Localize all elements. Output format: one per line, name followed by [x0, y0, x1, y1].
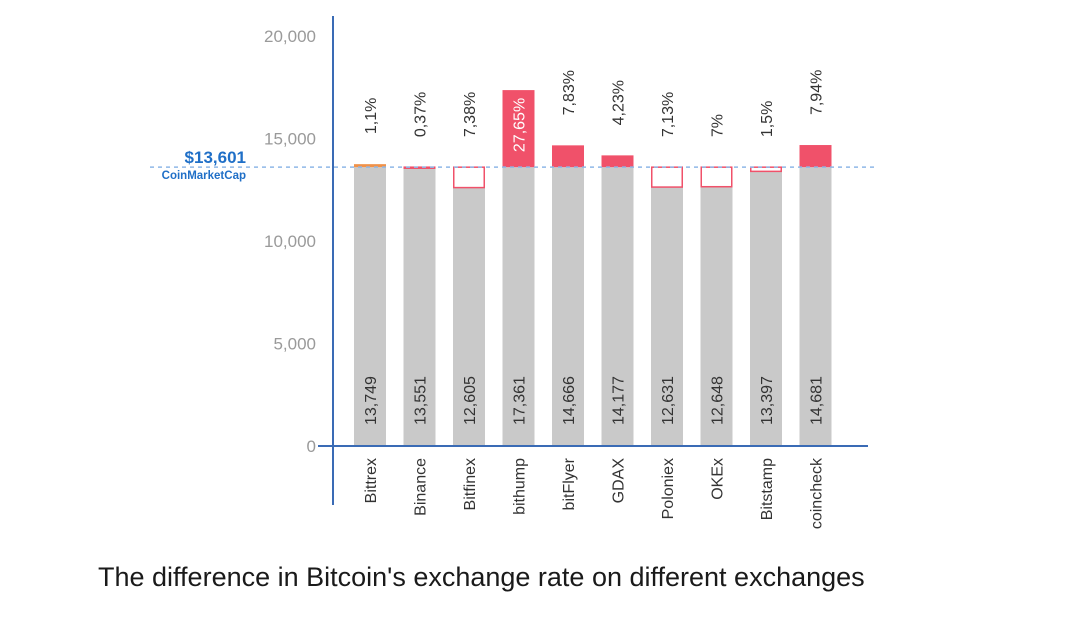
reference-source-label: CoinMarketCap: [162, 170, 246, 182]
category-label: GDAX: [611, 458, 628, 504]
category-label: Poloniex: [660, 458, 677, 519]
bar-value-label: 13,551: [413, 376, 430, 425]
y-axis-ticks: 0 5,000 10,000 15,000 20,000: [264, 27, 316, 456]
bar-excess: [354, 164, 386, 168]
y-tick-label: 0: [307, 437, 316, 456]
bar-percent-label: 1,5%: [759, 101, 776, 137]
bar-value-label: 14,177: [611, 376, 628, 425]
bar: [502, 167, 535, 446]
bar: [403, 168, 436, 446]
bar-value-label: 12,648: [710, 376, 727, 425]
bar-value-label: 12,605: [462, 376, 479, 425]
category-label: Bittrex: [363, 458, 380, 503]
bar-deficit: [403, 166, 436, 169]
bar-deficit: [651, 166, 683, 188]
bar: [453, 187, 485, 446]
bar-percent-label: 7%: [710, 114, 727, 137]
bar-deficit: [700, 166, 733, 188]
bar-value-label: 13,397: [759, 376, 776, 425]
bar: [750, 171, 782, 446]
y-tick-label: 10,000: [264, 232, 316, 251]
chart-caption: The difference in Bitcoin's exchange rat…: [98, 562, 865, 592]
bar-excess: [601, 155, 634, 168]
bar-excess: [799, 145, 832, 168]
bar-excess: [552, 145, 584, 168]
bar-percent-label: 7,94%: [809, 70, 826, 115]
category-label: coincheck: [809, 457, 826, 529]
reference-line-group: $13,601 CoinMarketCap: [150, 148, 875, 182]
bar: [552, 167, 584, 446]
bar: [601, 167, 634, 446]
bar-percent-label: 7,38%: [462, 92, 479, 137]
bars: [354, 90, 832, 446]
bar-percent-label: 7,83%: [561, 70, 578, 115]
bar-value-label: 14,666: [561, 376, 578, 425]
axes: [318, 16, 868, 505]
bar-labels: 13,749 1,1% Bittrex 13,551 0,37% Binance 12,60…: [363, 70, 826, 529]
bar-value-label: 17,361: [512, 376, 529, 425]
bar-percent-label: 27,65%: [512, 98, 529, 152]
bar: [700, 186, 733, 446]
bar-percent-label: 1,1%: [363, 98, 380, 134]
bar-percent-label: 0,37%: [413, 92, 430, 137]
bar-value-label: 14,681: [809, 376, 826, 425]
category-label: Binance: [413, 458, 430, 516]
y-tick-label: 5,000: [273, 335, 316, 354]
y-tick-label: 15,000: [264, 130, 316, 149]
category-label: bitFlyer: [561, 457, 578, 510]
y-tick-label: 20,000: [264, 27, 316, 46]
bar-deficit: [453, 166, 485, 189]
reference-value-label: $13,601: [185, 148, 246, 167]
category-label: Bitfinex: [462, 458, 479, 510]
bar-value-label: 13,749: [363, 376, 380, 425]
category-label: bithump: [512, 458, 529, 515]
bar-percent-label: 7,13%: [660, 92, 677, 137]
bar-value-label: 12,631: [660, 376, 677, 425]
category-label: OKEx: [710, 458, 727, 500]
bar: [354, 167, 386, 446]
bar-excess: [502, 90, 535, 168]
bar-percent-label: 4,23%: [611, 80, 628, 125]
bar: [799, 167, 832, 446]
category-label: Bitstamp: [759, 458, 776, 520]
bar: [651, 187, 683, 446]
